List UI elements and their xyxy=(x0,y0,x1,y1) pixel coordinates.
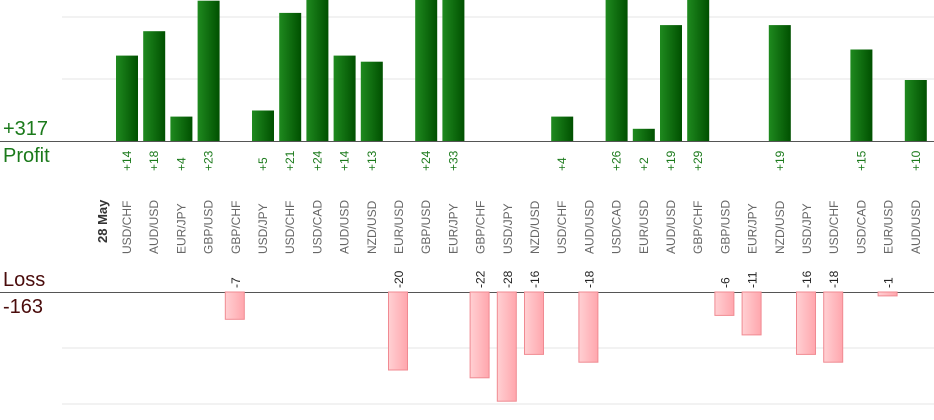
category-label: AUD/USD xyxy=(582,200,596,254)
bars xyxy=(116,0,927,402)
profit-bar xyxy=(768,25,791,142)
profit-bar xyxy=(252,110,274,141)
bar-value-label: +33 xyxy=(446,150,460,171)
category-label: USD/JPY xyxy=(256,203,270,254)
bar-value-label: +14 xyxy=(338,150,352,171)
profit-bar xyxy=(279,12,302,142)
bar-value-label: -16 xyxy=(800,270,814,288)
bar-value-label: +2 xyxy=(637,157,651,171)
bar-value-label: -18 xyxy=(827,270,841,288)
category-label: AUD/USD xyxy=(338,200,352,254)
bar-value-label: +19 xyxy=(773,150,787,171)
bar-value-label: -22 xyxy=(474,270,488,288)
category-label: USD/CHF xyxy=(283,201,297,254)
category-label: USD/CAD xyxy=(854,200,868,254)
bar-value-label: -11 xyxy=(746,271,760,288)
bar-value-label: +10 xyxy=(909,150,923,171)
loss-bar xyxy=(578,291,599,363)
category-label: USD/CAD xyxy=(610,200,624,254)
category-label: USD/CAD xyxy=(310,200,324,254)
category-label: GBP/USD xyxy=(202,200,216,254)
bar-value-label: +23 xyxy=(202,150,216,171)
profit-bar xyxy=(415,0,438,141)
category-label: USD/JPY xyxy=(800,203,814,254)
bar-value-label: -20 xyxy=(392,270,406,288)
axes xyxy=(0,141,934,293)
profit-bar xyxy=(197,0,220,142)
profit-bar xyxy=(170,116,193,141)
category-label: EUR/USD xyxy=(882,200,896,254)
labels: +14 USD/CHF +18 AUD/USD +4 EUR/JPY +23 GBP/USD -… xyxy=(120,150,923,288)
loss-bar xyxy=(524,291,544,355)
loss-bar xyxy=(714,291,735,316)
bar-value-label: +15 xyxy=(854,150,868,171)
date-label: 28 May xyxy=(95,199,110,243)
bar-value-label: +14 xyxy=(120,150,134,171)
category-label: USD/CHF xyxy=(827,201,841,254)
category-label: NZD/USD xyxy=(773,200,787,254)
category-label: AUD/USD xyxy=(909,200,923,254)
profit-bar xyxy=(850,49,873,141)
loss-bar xyxy=(823,291,844,363)
profit-bar xyxy=(904,80,927,141)
profit-bar xyxy=(660,25,682,142)
bar-value-label: +18 xyxy=(147,150,161,171)
category-label: EUR/JPY xyxy=(446,203,460,254)
bar-value-label: +5 xyxy=(256,157,270,171)
category-label: GBP/CHF xyxy=(474,201,488,254)
category-label: AUD/USD xyxy=(664,200,678,254)
category-label: GBP/CHF xyxy=(229,201,243,254)
loss-bar xyxy=(877,291,898,297)
category-label: AUD/USD xyxy=(147,200,161,254)
bar-value-label: -1 xyxy=(882,277,896,288)
profit-label: Profit xyxy=(3,145,50,167)
category-label: USD/CHF xyxy=(120,201,134,254)
bar-value-label: +13 xyxy=(365,150,379,171)
bar-value-label: +29 xyxy=(691,150,705,171)
profit-bar xyxy=(306,0,329,141)
profit-bar xyxy=(687,0,710,141)
bar-value-label: +24 xyxy=(419,150,433,171)
loss-bar xyxy=(496,291,517,402)
loss-bar xyxy=(469,291,490,379)
bar-value-label: +24 xyxy=(310,150,324,171)
profit-bar xyxy=(632,128,655,141)
category-label: GBP/USD xyxy=(419,200,433,254)
bar-value-label: +26 xyxy=(610,150,624,171)
bar-value-label: +19 xyxy=(664,150,678,171)
category-label: USD/JPY xyxy=(501,203,515,254)
profit-bar xyxy=(605,0,628,142)
category-label: GBP/CHF xyxy=(691,201,705,254)
bar-value-label: -16 xyxy=(528,270,542,288)
profit-bar xyxy=(143,31,166,142)
profit-bar xyxy=(360,61,383,142)
bar-value-label: +21 xyxy=(283,150,297,171)
category-label: USD/CHF xyxy=(555,201,569,254)
category-label: EUR/JPY xyxy=(174,203,188,254)
bar-value-label: +4 xyxy=(555,157,569,171)
loss-bar xyxy=(224,291,245,320)
profit-bar xyxy=(442,0,465,142)
bar-value-label: -18 xyxy=(582,270,596,288)
profit-bar xyxy=(116,55,138,141)
bar-value-label: -28 xyxy=(501,270,515,288)
bar-value-label: -7 xyxy=(229,277,243,288)
profit-bar xyxy=(333,55,356,141)
loss-total: -163 xyxy=(3,296,44,318)
category-label: GBP/USD xyxy=(718,200,732,254)
bar-value-label: +4 xyxy=(174,157,188,171)
loss-label: Loss xyxy=(3,269,46,291)
bar-value-label: -6 xyxy=(718,277,732,288)
category-label: EUR/USD xyxy=(637,200,651,254)
profit-total: +317 xyxy=(3,118,49,140)
category-label: EUR/JPY xyxy=(746,203,760,254)
loss-bar xyxy=(796,291,816,355)
category-label: NZD/USD xyxy=(528,200,542,254)
category-label: EUR/USD xyxy=(392,200,406,254)
loss-bar xyxy=(741,291,762,336)
loss-bar xyxy=(388,291,408,371)
category-label: NZD/USD xyxy=(365,200,379,254)
profit-bar xyxy=(551,116,574,141)
